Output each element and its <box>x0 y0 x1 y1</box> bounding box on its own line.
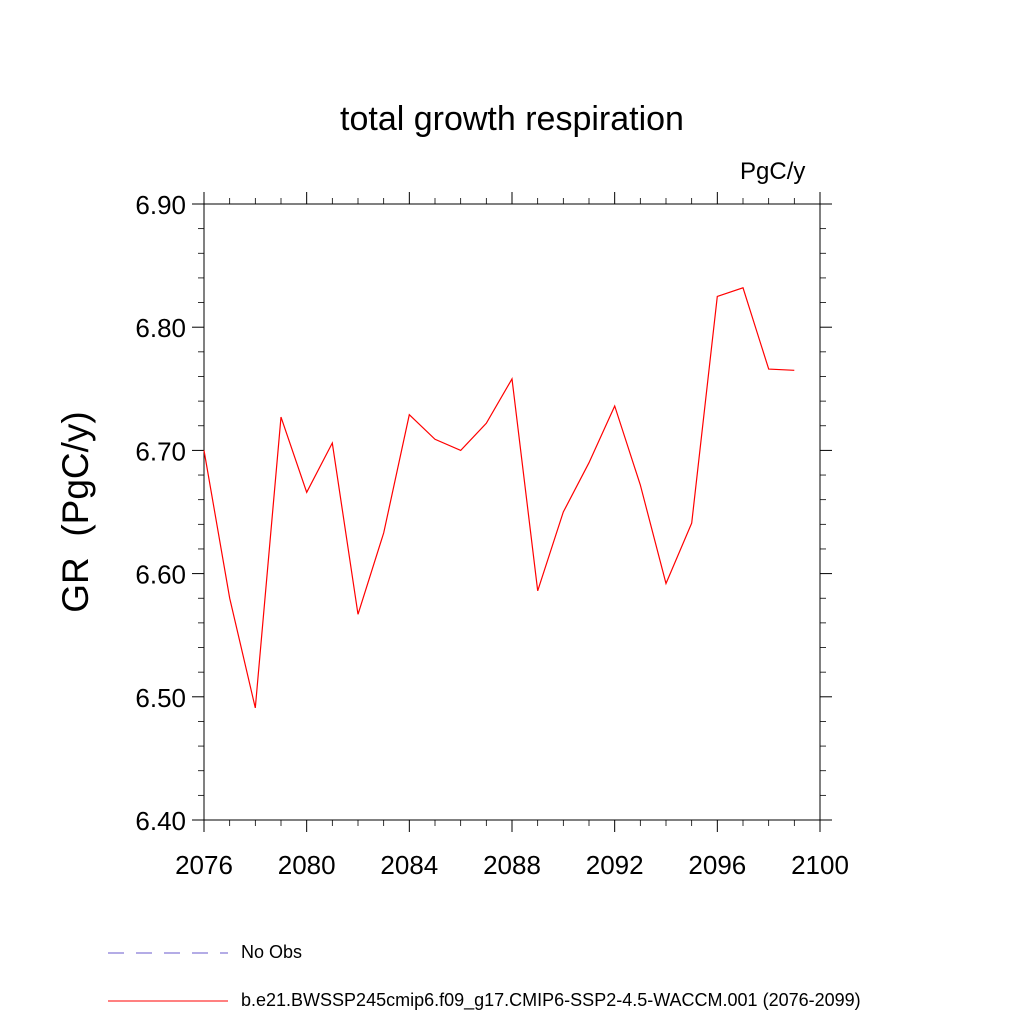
y-tick-label: 6.70 <box>135 436 186 466</box>
x-tick-label: 2088 <box>483 850 541 880</box>
plot-frame <box>203 203 821 821</box>
chart-title: total growth respiration <box>340 100 684 138</box>
series-line-0 <box>203 287 795 709</box>
y-tick-label: 6.40 <box>135 806 186 836</box>
x-tick-label: 2084 <box>380 850 438 880</box>
y-tick-label: 6.90 <box>135 190 186 220</box>
y-tick-label: 6.80 <box>135 313 186 343</box>
x-tick-label: 2092 <box>586 850 644 880</box>
legend-label-model: b.e21.BWSSP245cmip6.f09_g17.CMIP6-SSP2-4… <box>241 990 861 1010</box>
x-tick-label: 2080 <box>278 850 336 880</box>
y-tick-label: 6.60 <box>135 560 186 590</box>
y-tick-label: 6.50 <box>135 683 186 713</box>
units-label: PgC/y <box>740 158 806 185</box>
x-tick-label: 2076 <box>175 850 233 880</box>
x-tick-label: 2100 <box>791 850 849 880</box>
legend-label-no-obs: No Obs <box>241 942 303 962</box>
x-tick-label: 2096 <box>688 850 746 880</box>
